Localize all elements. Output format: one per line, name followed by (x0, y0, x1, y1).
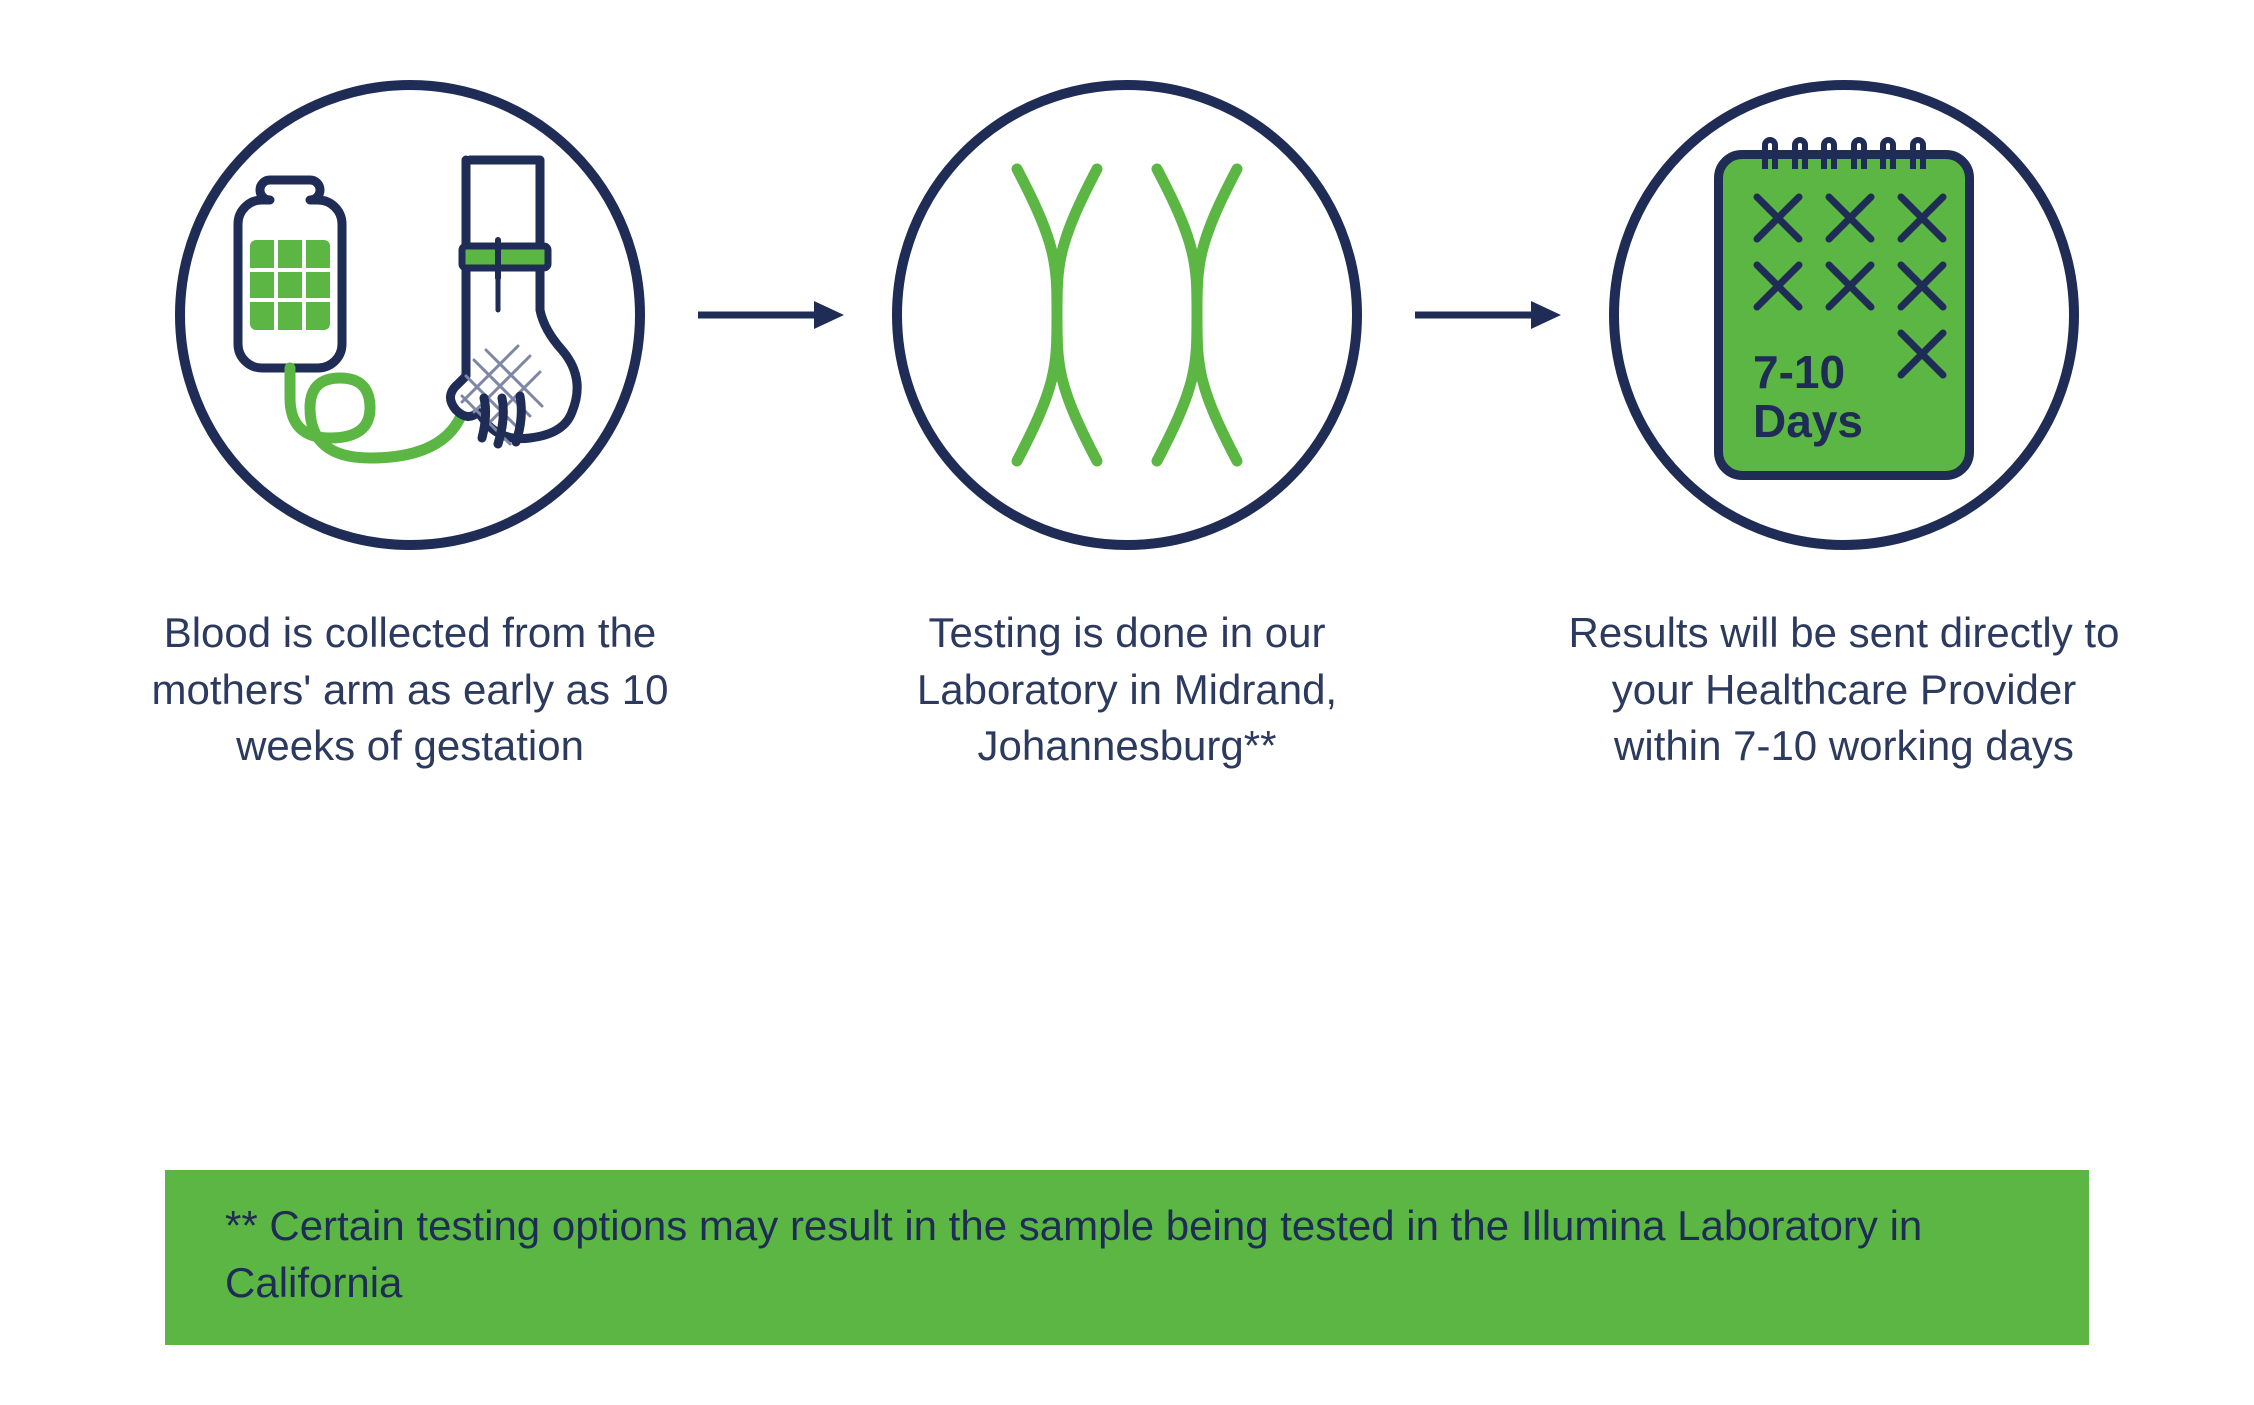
calendar-days-top: 7-10 (1753, 348, 1863, 396)
x-mark-icon (1749, 257, 1807, 315)
arrow-right-icon (694, 295, 844, 335)
calendar-days-bottom: Days (1753, 397, 1863, 445)
step3-circle: 7-10 Days (1609, 80, 2079, 550)
step1-circle (175, 80, 645, 550)
x-mark-icon (1821, 257, 1879, 315)
step3-caption: Results will be sent directly to your He… (1564, 605, 2124, 775)
process-flow: Blood is collected from the mothers' arm… (130, 80, 2124, 775)
flow-arrow-1 (694, 80, 844, 550)
footnote-text: ** Certain testing options may result in… (225, 1202, 1922, 1306)
chromosomes-icon (977, 155, 1277, 475)
x-mark-icon (1749, 189, 1807, 247)
flow-arrow-2 (1411, 80, 1561, 550)
step2-circle (892, 80, 1362, 550)
x-mark-icon (1893, 189, 1951, 247)
step-lab-testing: Testing is done in our Laboratory in Mid… (847, 80, 1407, 775)
arrow-right-icon (1411, 295, 1561, 335)
blood-bag-arm-icon (230, 150, 590, 480)
step1-caption: Blood is collected from the mothers' arm… (130, 605, 690, 775)
step2-caption: Testing is done in our Laboratory in Mid… (847, 605, 1407, 775)
step-blood-collection: Blood is collected from the mothers' arm… (130, 80, 690, 775)
x-mark-icon (1821, 189, 1879, 247)
x-mark-icon (1893, 257, 1951, 315)
x-mark-icon (1893, 325, 1951, 383)
calendar-binding (1723, 137, 1965, 169)
calendar-7-10-days-icon: 7-10 Days (1714, 150, 1974, 480)
footnote-box: ** Certain testing options may result in… (165, 1170, 2089, 1345)
step-results: 7-10 Days Results will be sent directly … (1564, 80, 2124, 775)
calendar-days-label: 7-10 Days (1753, 348, 1863, 445)
